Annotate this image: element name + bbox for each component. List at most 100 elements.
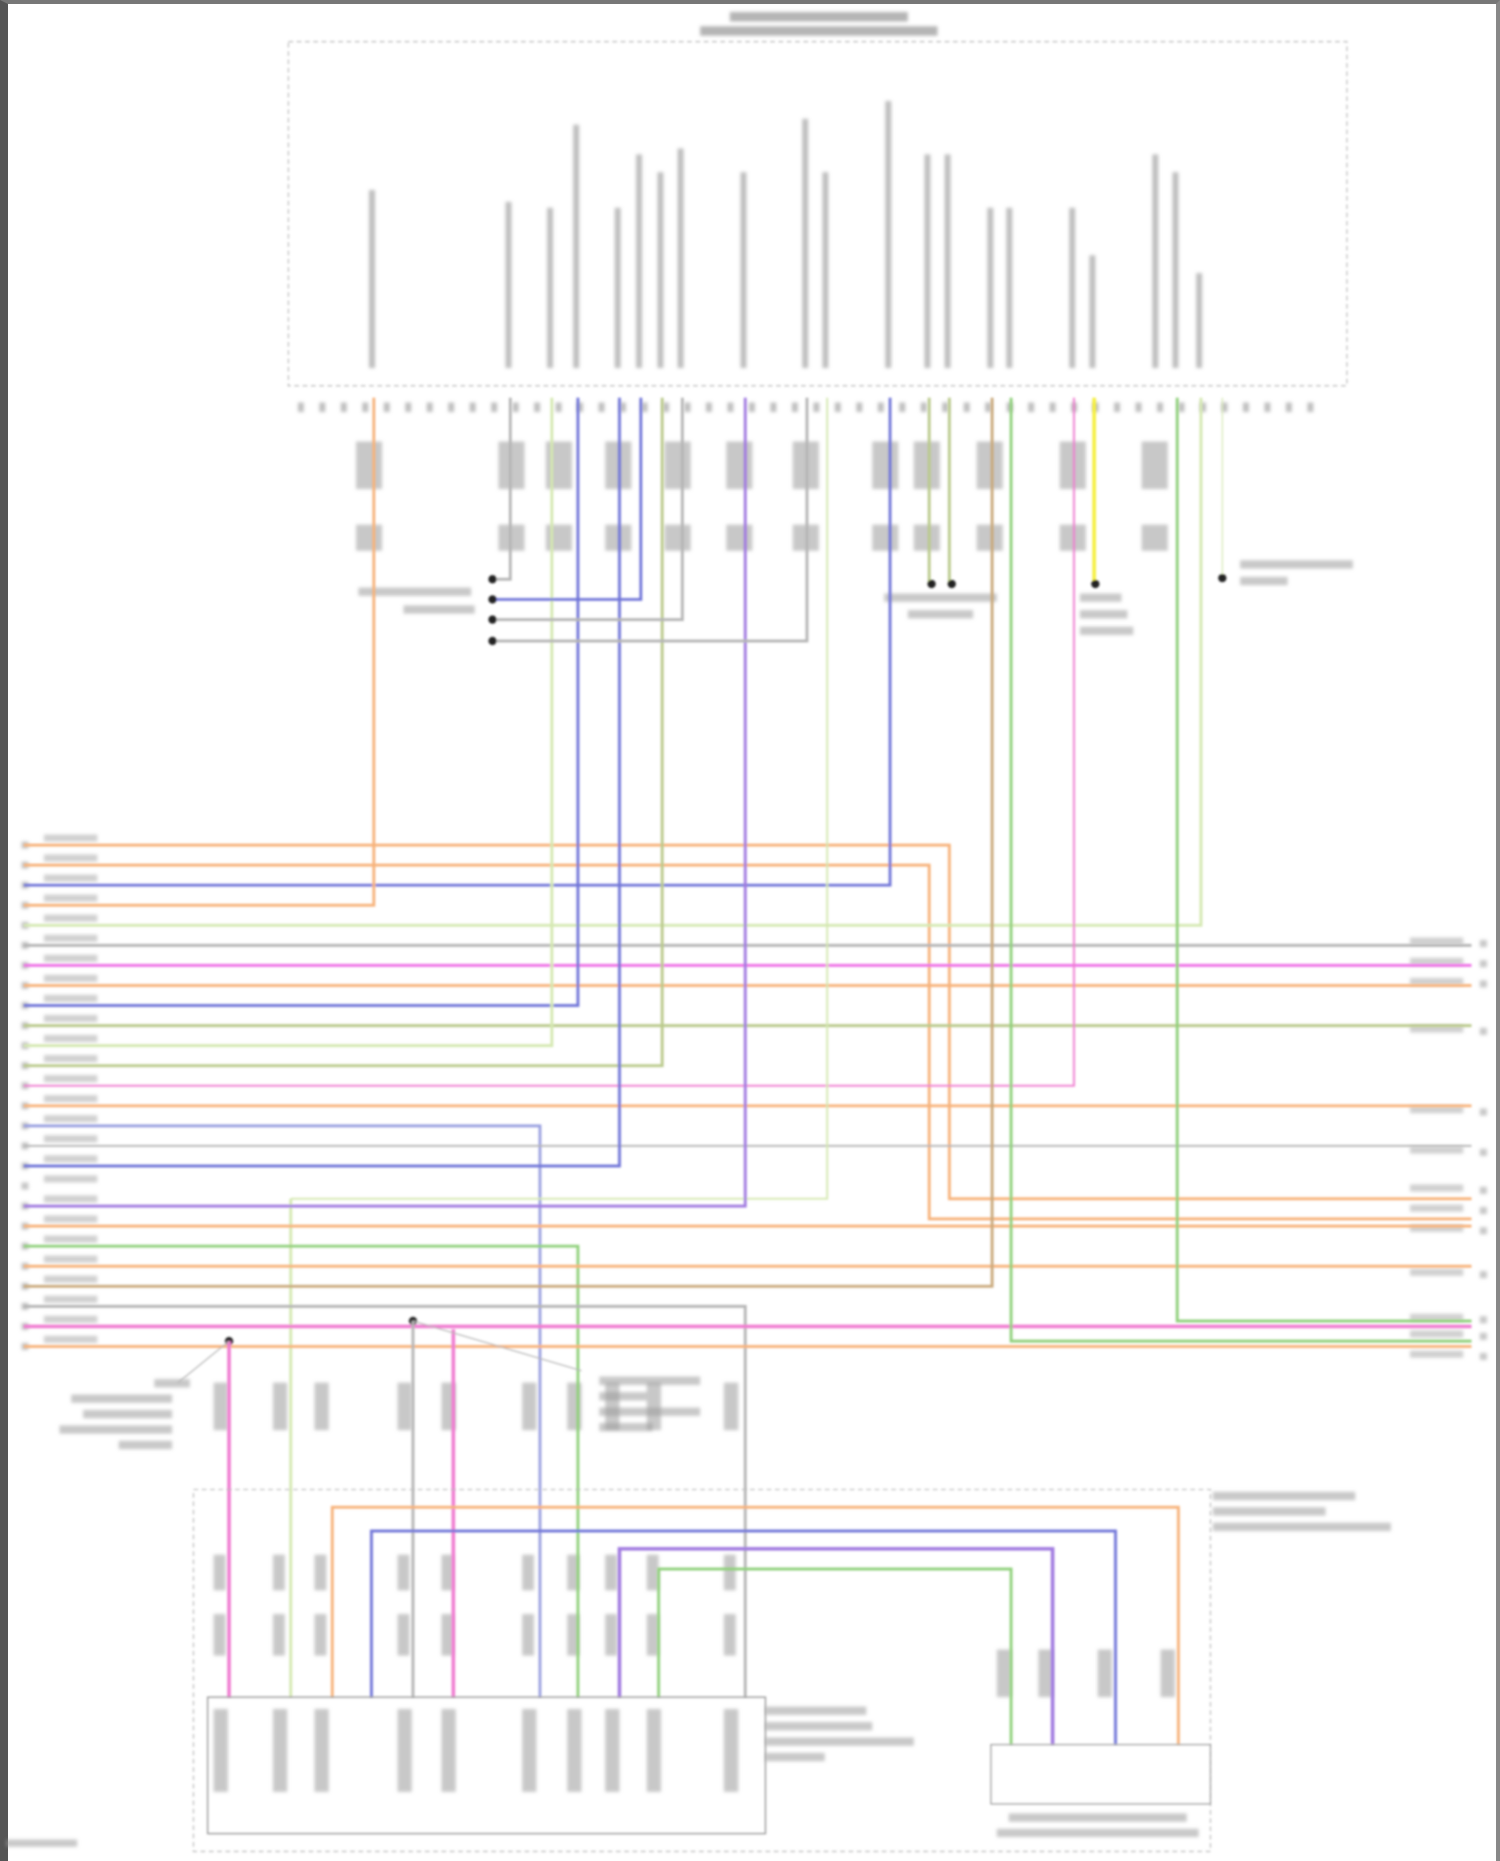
label-text bbox=[723, 1708, 739, 1793]
label-text bbox=[996, 1828, 1199, 1838]
label-text bbox=[646, 1554, 659, 1591]
label-text bbox=[403, 605, 475, 614]
label-text bbox=[1097, 1649, 1112, 1698]
label-text bbox=[1141, 524, 1168, 551]
wire-orange bbox=[23, 863, 1472, 1221]
wire-purple bbox=[23, 397, 747, 1208]
label-text bbox=[976, 441, 1003, 490]
label-text bbox=[1409, 957, 1464, 965]
label-text bbox=[1079, 593, 1122, 602]
label-text bbox=[1409, 1350, 1464, 1358]
label-text bbox=[884, 593, 997, 602]
label-text bbox=[1307, 402, 1314, 412]
label-text bbox=[43, 1215, 98, 1223]
label-text bbox=[856, 402, 863, 412]
label-text bbox=[43, 1255, 98, 1263]
label-text bbox=[723, 1382, 739, 1431]
label-text bbox=[43, 1315, 98, 1323]
label-text bbox=[469, 402, 476, 412]
label-text bbox=[599, 1392, 647, 1401]
wire-lightgreen bbox=[23, 397, 554, 1048]
wire-brown bbox=[23, 397, 994, 1288]
label-text bbox=[1172, 172, 1179, 368]
label-text bbox=[397, 1614, 410, 1656]
wire-blue bbox=[23, 397, 580, 1007]
label-text bbox=[942, 402, 949, 412]
label-text bbox=[598, 402, 605, 412]
label-text bbox=[43, 1175, 98, 1183]
wire-orange bbox=[23, 843, 1472, 1201]
label-text bbox=[43, 994, 98, 1002]
label-text bbox=[1212, 1491, 1356, 1501]
label-text bbox=[213, 1382, 228, 1431]
label-text bbox=[1479, 960, 1487, 968]
label-text bbox=[43, 974, 98, 982]
label-text bbox=[319, 402, 326, 412]
label-text bbox=[1409, 1268, 1464, 1276]
label-text bbox=[567, 1708, 582, 1793]
label-text bbox=[213, 1708, 228, 1793]
label-text bbox=[272, 1554, 285, 1591]
label-text bbox=[397, 1708, 412, 1793]
label-text bbox=[976, 524, 1003, 551]
label-text bbox=[1114, 402, 1121, 412]
label-text bbox=[646, 1708, 661, 1793]
label-text bbox=[1479, 1316, 1487, 1324]
label-text bbox=[663, 402, 669, 412]
wire-lightgreen bbox=[290, 397, 829, 1200]
label-text bbox=[1079, 610, 1128, 619]
label-text bbox=[1409, 1106, 1464, 1114]
label-text bbox=[43, 834, 98, 842]
label-text bbox=[802, 118, 809, 368]
label-text bbox=[1152, 154, 1159, 368]
label-text bbox=[397, 1382, 412, 1431]
splice-dot bbox=[488, 636, 497, 646]
label-text bbox=[356, 524, 383, 551]
label-text bbox=[397, 1554, 410, 1591]
bottom-left-connector-box bbox=[207, 1696, 767, 1835]
label-text bbox=[491, 402, 498, 412]
label-text bbox=[1479, 1108, 1487, 1116]
label-text bbox=[765, 1752, 825, 1762]
label-text bbox=[43, 1155, 98, 1163]
label-text bbox=[272, 1708, 288, 1793]
label-text bbox=[1409, 977, 1464, 986]
label-text bbox=[213, 1554, 226, 1591]
wire-green bbox=[23, 1244, 580, 1698]
label-text bbox=[522, 1708, 537, 1793]
label-text bbox=[729, 11, 908, 22]
splice-dot bbox=[488, 575, 497, 584]
label-text bbox=[684, 402, 691, 412]
label-text bbox=[723, 1614, 736, 1656]
label-text bbox=[907, 610, 974, 619]
wire-green bbox=[1175, 397, 1472, 1323]
wire-blue bbox=[492, 397, 643, 601]
label-text bbox=[620, 402, 626, 412]
wire-gray bbox=[177, 1340, 230, 1384]
label-text bbox=[547, 207, 554, 368]
label-text bbox=[555, 402, 562, 412]
label-text bbox=[985, 402, 992, 412]
label-text bbox=[1157, 402, 1163, 412]
splice-dot bbox=[947, 579, 956, 589]
wire-gray bbox=[492, 397, 684, 622]
label-text bbox=[272, 1382, 288, 1431]
label-text bbox=[1135, 402, 1142, 412]
label-text bbox=[727, 402, 734, 412]
label-text bbox=[43, 1275, 98, 1283]
label-text bbox=[43, 1115, 98, 1123]
label-text bbox=[748, 402, 755, 412]
label-text bbox=[1409, 1204, 1464, 1212]
wire-blue bbox=[23, 397, 892, 887]
label-text bbox=[899, 402, 906, 412]
label-text bbox=[1069, 207, 1076, 368]
label-text bbox=[1200, 402, 1206, 412]
label-text bbox=[1242, 402, 1249, 412]
label-text bbox=[534, 402, 541, 412]
wire-blue bbox=[370, 1529, 1117, 1745]
label-text bbox=[43, 954, 98, 962]
bottom-module-box bbox=[192, 1488, 1212, 1852]
label-text bbox=[987, 207, 994, 368]
top-module-box bbox=[287, 41, 1348, 387]
